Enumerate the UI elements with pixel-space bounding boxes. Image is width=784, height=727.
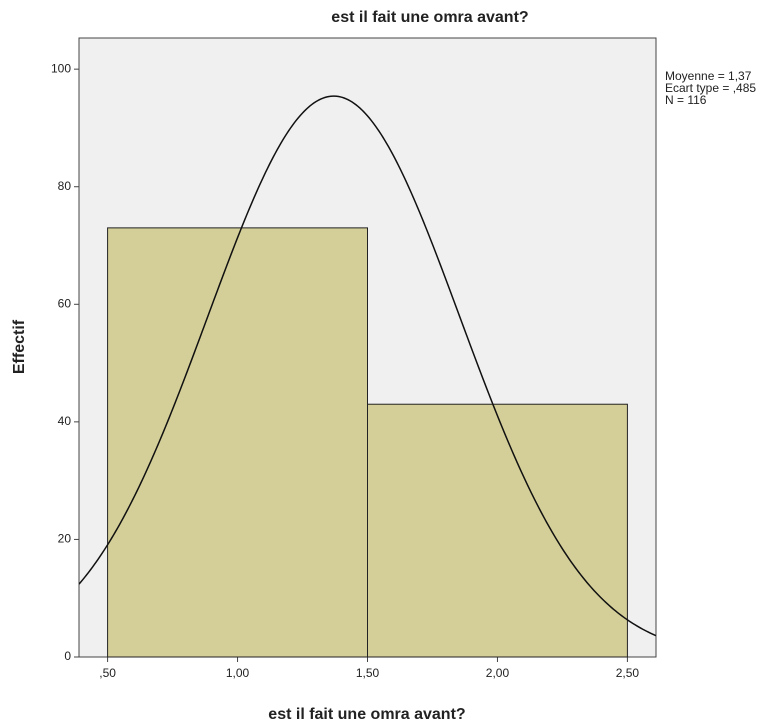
x-tick-label: 1,00 bbox=[226, 666, 250, 680]
stats-annotation: Moyenne = 1,37 bbox=[665, 69, 752, 83]
normal-curve bbox=[79, 95, 656, 637]
x-tick-label: 1,50 bbox=[356, 666, 380, 680]
stats-annotation: N = 116 bbox=[665, 93, 707, 107]
y-tick-label: 20 bbox=[58, 532, 72, 546]
y-tick-label: 80 bbox=[58, 179, 72, 193]
x-tick-label: 2,50 bbox=[616, 666, 640, 680]
bar bbox=[107, 227, 368, 658]
x-tick-label: 2,00 bbox=[486, 666, 510, 680]
chart-title: est il fait une omra avant? bbox=[331, 9, 528, 26]
y-tick-label: 0 bbox=[64, 649, 71, 663]
x-tick-label: ,50 bbox=[99, 666, 116, 680]
bar bbox=[367, 403, 628, 658]
x-axis-label: est il fait une omra avant? bbox=[268, 706, 465, 723]
y-tick-label: 40 bbox=[58, 414, 72, 428]
y-axis-label: Effectif bbox=[11, 319, 28, 374]
stats-annotation: Ecart type = ,485 bbox=[665, 81, 756, 95]
y-tick-label: 100 bbox=[51, 61, 71, 75]
y-tick-label: 60 bbox=[58, 296, 72, 310]
